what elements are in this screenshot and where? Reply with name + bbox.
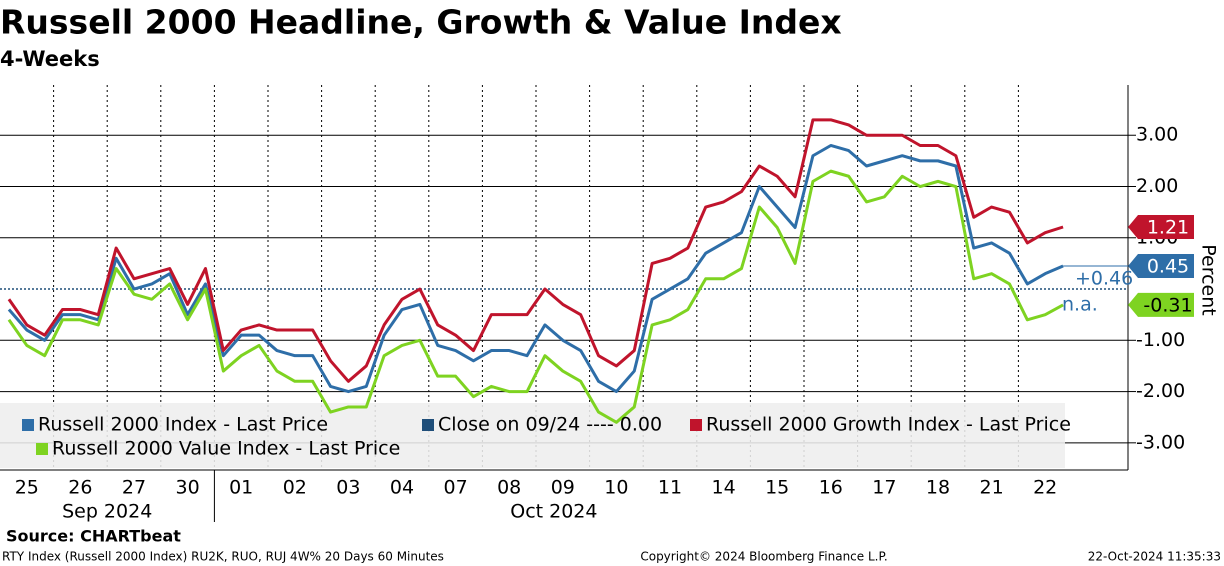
legend-label: Russell 2000 Growth Index - Last Price — [706, 414, 1071, 436]
x-group-label: Oct 2024 — [510, 501, 597, 523]
chart-title: Russell 2000 Headline, Growth & Value In… — [0, 3, 842, 42]
y-axis-label: Percent — [1198, 244, 1220, 316]
x-tick-label: 17 — [872, 477, 896, 499]
x-tick-label: 01 — [229, 477, 253, 499]
x-tick-label: 27 — [122, 477, 146, 499]
x-tick-label: 09 — [551, 477, 575, 499]
x-tick-label: 10 — [604, 477, 628, 499]
source: Source: CHARTbeat — [6, 527, 181, 546]
x-tick-label: 22 — [1033, 477, 1057, 499]
x-tick-label: 16 — [819, 477, 843, 499]
x-tick-label: 08 — [497, 477, 521, 499]
legend-swatch — [22, 419, 34, 431]
series-line — [7, 143, 1064, 394]
footer-right: 22-Oct-2024 11:35:33 — [1088, 550, 1221, 564]
x-tick-label: 30 — [176, 477, 200, 499]
x-tick-label: 18 — [926, 477, 950, 499]
last-value-box — [1128, 253, 1194, 278]
footer-left: RTY Index (Russell 2000 Index) RU2K, RUO… — [2, 550, 444, 564]
y-tick-label: 2.00 — [1136, 175, 1178, 197]
series-line — [7, 169, 1064, 424]
annotation: +0.46 — [1075, 268, 1133, 290]
legend-label: Close on 09/24 ---- 0.00 — [438, 414, 662, 436]
last-value-label: 1.21 — [1147, 217, 1189, 239]
last-value-label: -0.31 — [1143, 294, 1192, 316]
legend-swatch — [690, 419, 702, 431]
x-tick-label: 25 — [15, 477, 39, 499]
legend-box — [0, 403, 1065, 468]
x-group-label: Sep 2024 — [62, 501, 152, 523]
series-line — [7, 118, 1064, 383]
x-tick-label: 26 — [68, 477, 92, 499]
legend-swatch — [36, 443, 48, 455]
annotation: n.a. — [1062, 294, 1098, 316]
legend-swatch — [422, 419, 434, 431]
x-tick-label: 07 — [444, 477, 468, 499]
x-tick-label: 03 — [336, 477, 360, 499]
x-tick-label: 14 — [712, 477, 736, 499]
y-tick-label: 3.00 — [1136, 124, 1178, 146]
x-tick-label: 04 — [390, 477, 414, 499]
x-tick-label: 11 — [658, 477, 682, 499]
last-value-box — [1128, 215, 1194, 240]
footer-center: Copyright© 2024 Bloomberg Finance L.P. — [640, 550, 887, 564]
y-tick-label: -2.00 — [1136, 380, 1185, 402]
chart-subtitle: 4-Weeks — [0, 47, 100, 71]
last-value-label: 0.45 — [1147, 255, 1189, 277]
y-tick-label: -3.00 — [1136, 431, 1185, 453]
legend-label: Russell 2000 Index - Last Price — [38, 414, 328, 436]
last-value-box — [1128, 292, 1194, 317]
legend-label: Russell 2000 Value Index - Last Price — [52, 438, 400, 460]
x-tick-label: 21 — [980, 477, 1004, 499]
x-tick-label: 02 — [283, 477, 307, 499]
x-tick-label: 15 — [765, 477, 789, 499]
y-tick-label: -1.00 — [1136, 329, 1185, 351]
